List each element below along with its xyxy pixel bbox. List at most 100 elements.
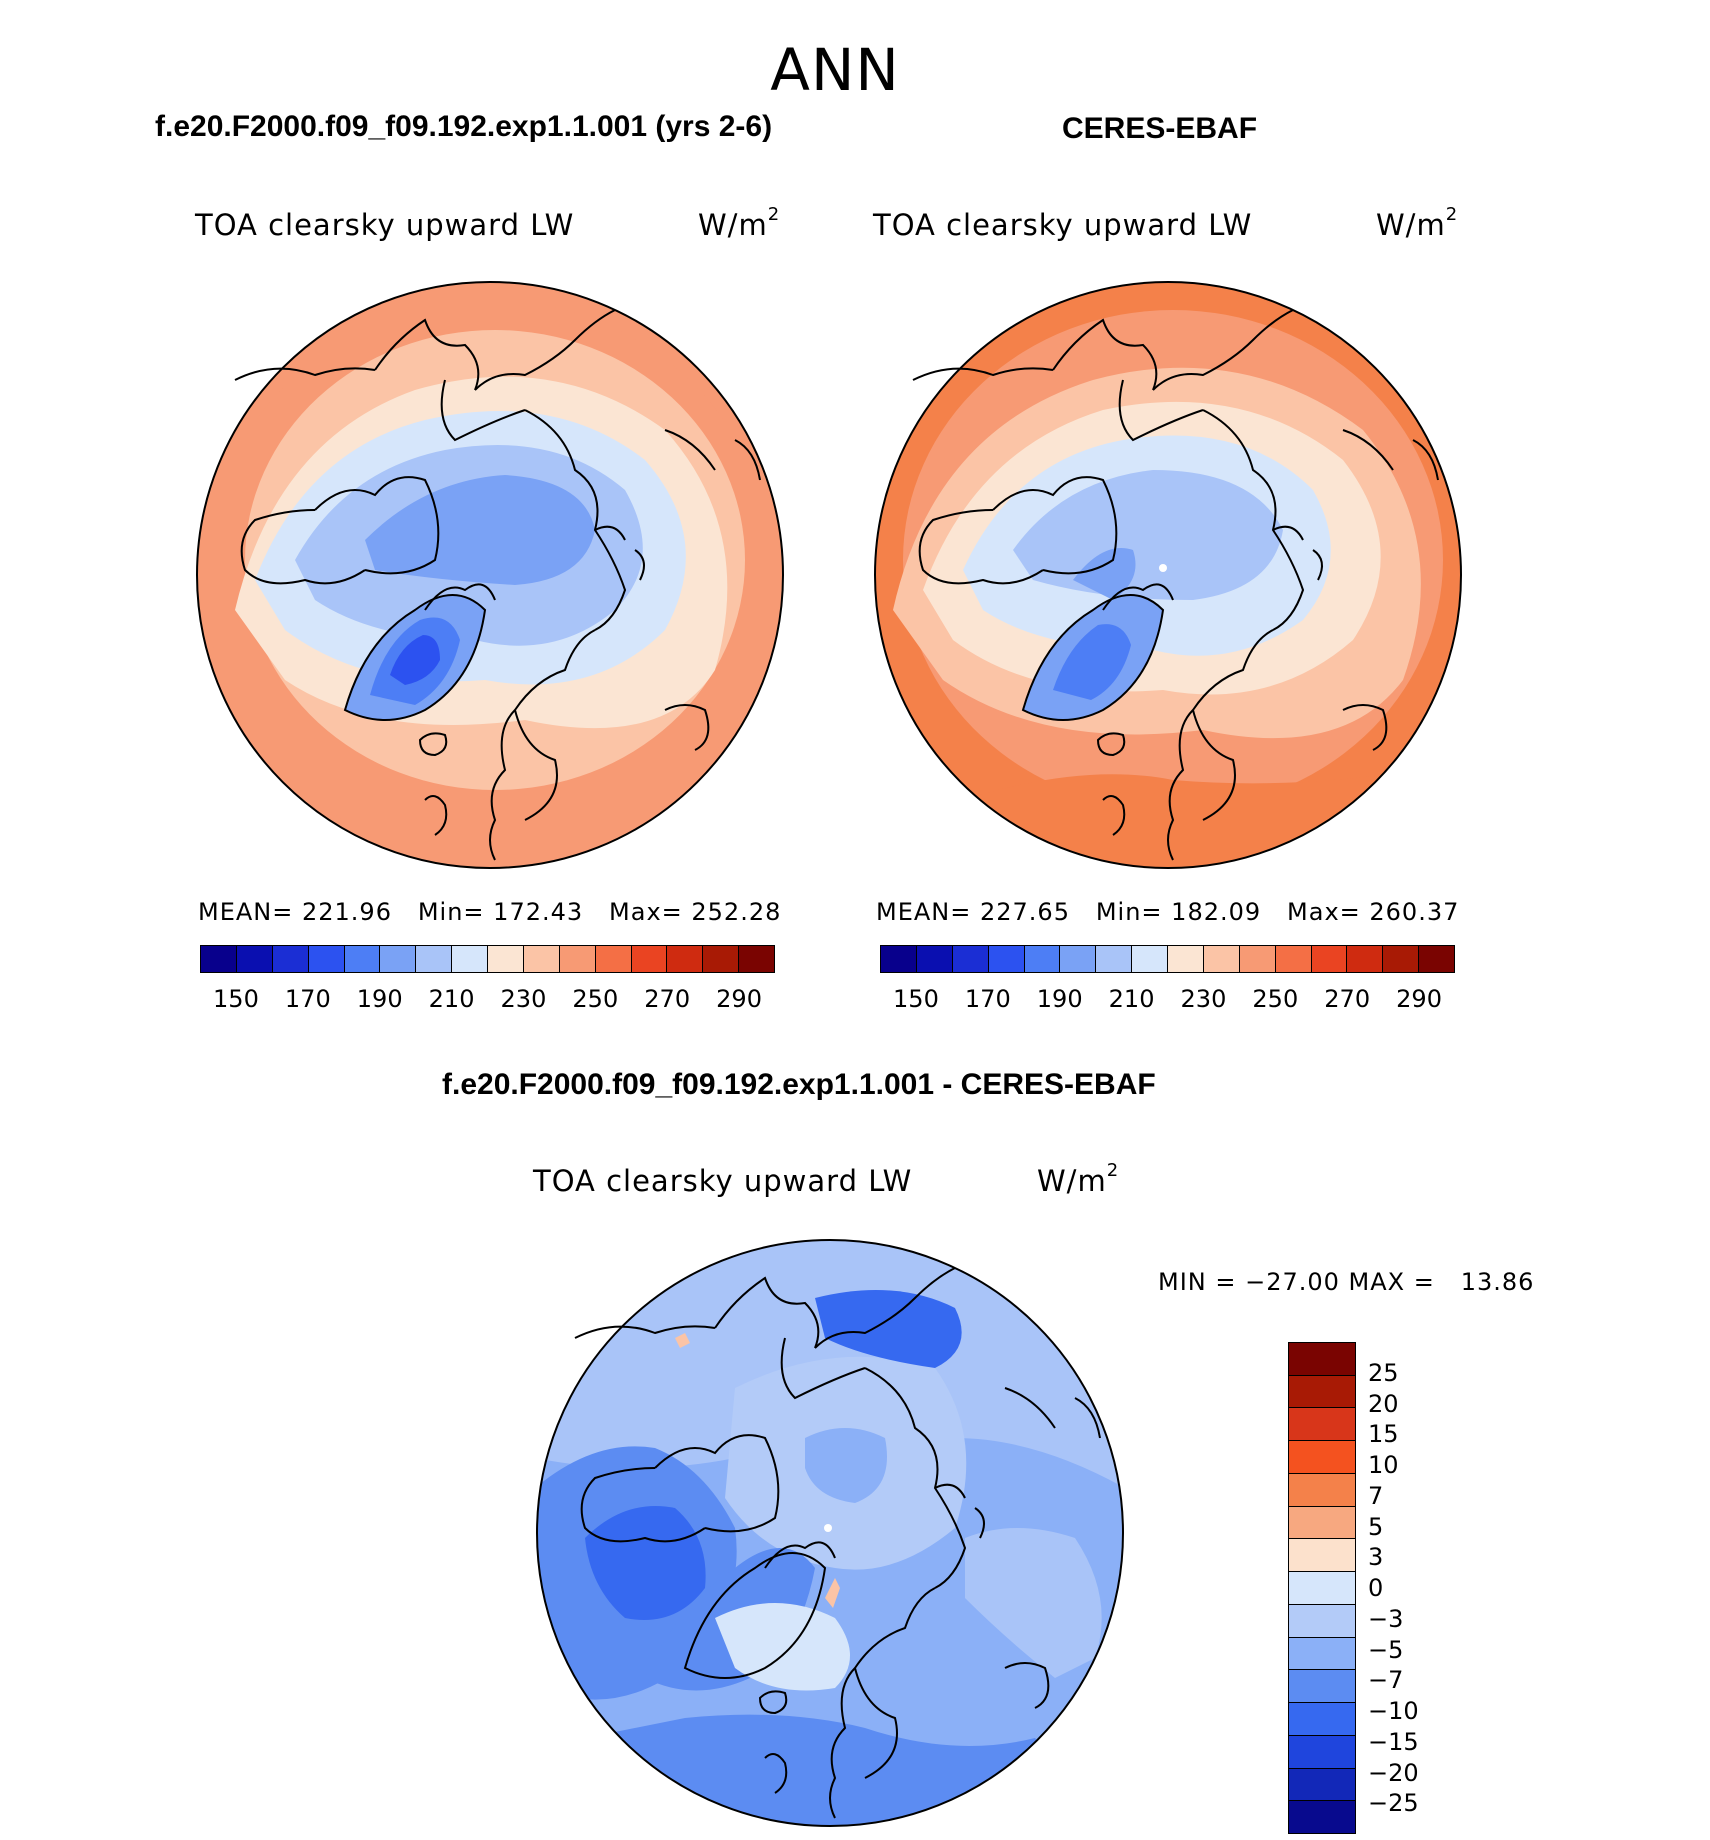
colorbar-swatch xyxy=(1275,946,1312,972)
colorbar-tick-label: 20 xyxy=(1368,1389,1399,1418)
colorbar-swatch xyxy=(272,946,309,972)
colorbar-tick-label: 150 xyxy=(893,985,939,1013)
colorbar-tick-label: 270 xyxy=(644,985,691,1013)
colorbar-tick-label: 190 xyxy=(356,985,403,1013)
colorbar-tick-label: 15 xyxy=(1368,1420,1399,1449)
colorbar-tick-label: −10 xyxy=(1368,1697,1419,1725)
colorbar-swatch xyxy=(667,946,704,972)
colorbar-swatch xyxy=(631,946,668,972)
obs-colorbar-ticks: 150 170 190 210 230 250 270 290 xyxy=(880,985,1455,1015)
diff-panel-title: f.e20.F2000.f09_f09.192.exp1.1.001 - CER… xyxy=(442,1068,1156,1101)
colorbar-tick-label: 190 xyxy=(1036,985,1083,1013)
diff-variable-label: TOA clearsky upward LW xyxy=(533,1164,913,1198)
colorbar-swatch xyxy=(1289,1801,1355,1834)
colorbar-swatch xyxy=(488,946,524,972)
colorbar-tick-label: 5 xyxy=(1368,1512,1384,1541)
colorbar-swatch xyxy=(1132,946,1168,972)
colorbar-tick-label: 170 xyxy=(284,985,331,1013)
colorbar-tick-label: 290 xyxy=(716,985,762,1013)
model-colorbar-ticks: 150 170 190 210 230 250 270 290 xyxy=(200,985,775,1015)
colorbar-swatch xyxy=(1289,1637,1355,1671)
colorbar-swatch xyxy=(308,946,345,972)
colorbar-swatch xyxy=(1289,1408,1355,1442)
colorbar-tick-label: 210 xyxy=(1108,985,1155,1013)
model-polar-map xyxy=(196,281,784,869)
model-variable-label: TOA clearsky upward LW xyxy=(195,208,575,242)
diff-colorbar-ticks: 25 20 15 10 7 5 3 0 −3 −5 −7 −10 −15 −20 −25 xyxy=(1368,1342,1448,1834)
colorbar-swatch xyxy=(1289,1703,1355,1736)
colorbar-tick-label: 250 xyxy=(1252,985,1299,1013)
obs-panel-title: CERES-EBAF xyxy=(1062,112,1258,145)
colorbar-swatch xyxy=(1289,1604,1355,1638)
colorbar-tick-label: 7 xyxy=(1368,1481,1384,1510)
colorbar-swatch xyxy=(916,946,953,972)
colorbar-swatch xyxy=(1311,946,1348,972)
colorbar-swatch xyxy=(559,946,596,972)
model-panel-title: f.e20.F2000.f09_f09.192.exp1.1.001 (yrs … xyxy=(155,110,773,143)
colorbar-swatch xyxy=(380,946,417,972)
obs-colorbar xyxy=(880,945,1455,973)
figure-title: ANN xyxy=(770,36,900,104)
colorbar-swatch xyxy=(344,946,381,972)
colorbar-tick-label: −3 xyxy=(1368,1604,1404,1633)
colorbar-swatch xyxy=(1289,1441,1355,1474)
colorbar-swatch xyxy=(1239,946,1276,972)
colorbar-tick-label: −7 xyxy=(1368,1666,1404,1695)
colorbar-swatch xyxy=(1289,1768,1355,1802)
colorbar-swatch xyxy=(236,946,273,972)
obs-polar-map xyxy=(874,281,1462,869)
model-units-label: W/m2 xyxy=(698,204,781,242)
colorbar-swatch xyxy=(1289,1670,1355,1704)
colorbar-tick-label: −15 xyxy=(1368,1727,1419,1756)
colorbar-swatch xyxy=(1289,1506,1355,1540)
colorbar-swatch xyxy=(201,946,237,972)
colorbar-swatch xyxy=(988,946,1025,972)
colorbar-swatch xyxy=(1347,946,1384,972)
diff-colorbar xyxy=(1288,1342,1356,1834)
diff-stats: MIN = −27.00 MAX = 13.86 xyxy=(1158,1268,1535,1296)
colorbar-swatch xyxy=(1096,946,1133,972)
colorbar-swatch xyxy=(1383,946,1420,972)
colorbar-swatch xyxy=(416,946,453,972)
colorbar-swatch xyxy=(1419,946,1454,972)
colorbar-swatch xyxy=(739,946,774,972)
obs-variable-label: TOA clearsky upward LW xyxy=(873,208,1253,242)
colorbar-tick-label: 150 xyxy=(213,985,259,1013)
colorbar-swatch xyxy=(1289,1343,1355,1376)
colorbar-tick-label: 270 xyxy=(1324,985,1371,1013)
colorbar-tick-label: −20 xyxy=(1368,1758,1419,1787)
model-stats: MEAN= 221.96 Min= 172.43 Max= 252.28 xyxy=(198,898,782,926)
model-colorbar xyxy=(200,945,775,973)
colorbar-tick-label: −25 xyxy=(1368,1789,1419,1818)
colorbar-swatch xyxy=(1060,946,1097,972)
diff-polar-map xyxy=(536,1239,1124,1827)
colorbar-swatch xyxy=(1289,1572,1355,1605)
colorbar-tick-label: 290 xyxy=(1396,985,1442,1013)
colorbar-swatch xyxy=(452,946,488,972)
colorbar-tick-label: 230 xyxy=(500,985,547,1013)
colorbar-swatch xyxy=(1289,1539,1355,1573)
colorbar-tick-label: 230 xyxy=(1180,985,1227,1013)
colorbar-swatch xyxy=(1289,1375,1355,1409)
colorbar-tick-label: 0 xyxy=(1368,1574,1384,1602)
colorbar-tick-label: 3 xyxy=(1368,1543,1384,1572)
colorbar-tick-label: 10 xyxy=(1368,1451,1399,1479)
obs-units-label: W/m2 xyxy=(1376,204,1459,242)
obs-stats: MEAN= 227.65 Min= 182.09 Max= 260.37 xyxy=(876,898,1460,926)
diff-units-label: W/m2 xyxy=(1037,1160,1120,1198)
colorbar-tick-label: 250 xyxy=(572,985,619,1013)
colorbar-tick-label: 210 xyxy=(428,985,475,1013)
colorbar-tick-label: −5 xyxy=(1368,1635,1404,1664)
colorbar-tick-label: 170 xyxy=(964,985,1011,1013)
colorbar-swatch xyxy=(952,946,989,972)
colorbar-swatch xyxy=(1024,946,1061,972)
colorbar-swatch xyxy=(1289,1735,1355,1769)
colorbar-swatch xyxy=(1168,946,1204,972)
colorbar-swatch xyxy=(1289,1473,1355,1507)
colorbar-swatch xyxy=(523,946,560,972)
colorbar-swatch xyxy=(881,946,917,972)
colorbar-tick-label: 25 xyxy=(1368,1358,1399,1387)
colorbar-swatch xyxy=(1203,946,1240,972)
colorbar-swatch xyxy=(703,946,740,972)
colorbar-swatch xyxy=(595,946,632,972)
